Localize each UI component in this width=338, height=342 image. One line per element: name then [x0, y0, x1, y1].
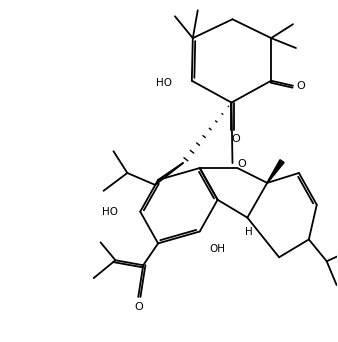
Text: HO: HO — [102, 207, 118, 217]
Text: H: H — [245, 227, 253, 237]
Text: O: O — [296, 81, 305, 91]
Text: O: O — [231, 134, 240, 144]
Text: O: O — [237, 159, 246, 169]
Text: O: O — [135, 302, 144, 312]
Polygon shape — [267, 160, 284, 183]
Text: HO: HO — [156, 78, 172, 88]
Text: OH: OH — [210, 244, 226, 254]
